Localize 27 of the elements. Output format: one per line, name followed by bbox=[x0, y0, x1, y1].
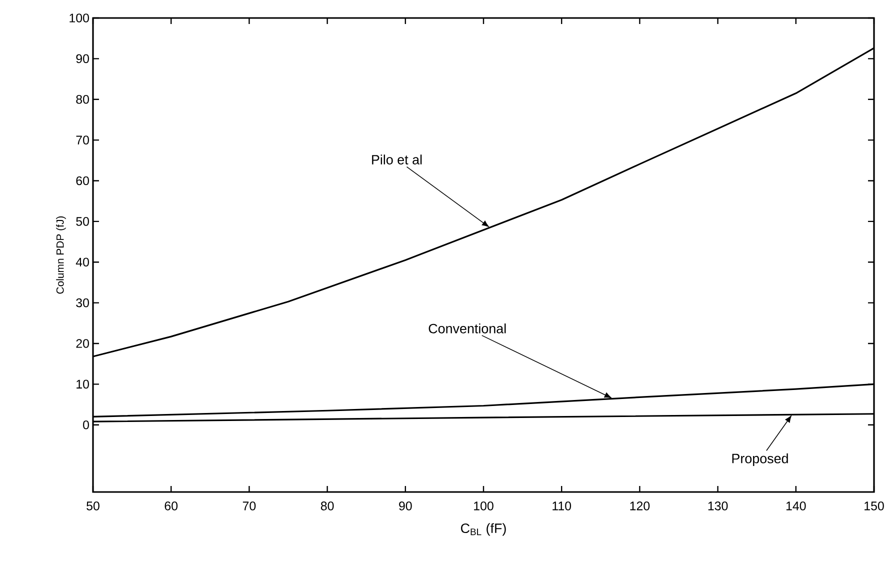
x-tick-label: 120 bbox=[630, 502, 650, 510]
annotation: Proposed bbox=[732, 453, 788, 466]
annotation: Conventional bbox=[428, 323, 506, 334]
annotation: Pilo et al bbox=[372, 154, 422, 164]
y-axis-title: Column PDP (fJ) bbox=[56, 216, 66, 294]
y-tick-label: 90 bbox=[76, 54, 89, 64]
x-tick-label: 80 bbox=[320, 502, 334, 510]
y-tick-label: 40 bbox=[76, 258, 89, 267]
x-tick-label: 50 bbox=[86, 502, 100, 510]
x-tick-label: 90 bbox=[399, 502, 412, 510]
x-axis-title: C$_{BL}$ (fF) bbox=[461, 523, 506, 536]
y-tick-label: 20 bbox=[76, 339, 89, 348]
y-tick-label: 10 bbox=[76, 380, 89, 389]
y-tick-label: 30 bbox=[76, 298, 89, 308]
x-tick-label: 110 bbox=[552, 502, 572, 510]
y-tick-label: 100 bbox=[70, 14, 89, 22]
x-tick-label: 130 bbox=[708, 502, 728, 510]
y-tick-label: 60 bbox=[76, 176, 89, 186]
x-tick-label: 60 bbox=[164, 502, 178, 510]
y-tick-label: 0 bbox=[83, 420, 89, 430]
x-tick-label: 100 bbox=[474, 502, 494, 510]
y-tick-label: 50 bbox=[76, 217, 89, 226]
y-tick-label: 70 bbox=[76, 136, 89, 144]
x-tick-label: 150 bbox=[864, 502, 884, 510]
x-tick-label: 140 bbox=[786, 502, 806, 510]
y-tick-label: 80 bbox=[76, 94, 89, 104]
x-tick-label: 70 bbox=[242, 502, 256, 510]
